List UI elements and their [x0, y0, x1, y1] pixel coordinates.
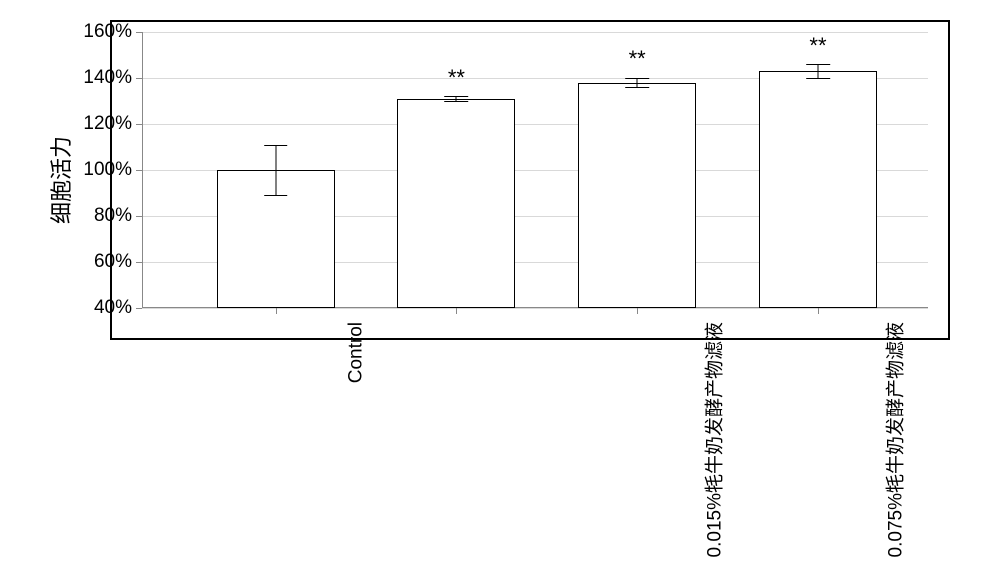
error-bar-cap: [806, 64, 830, 65]
bar: [759, 71, 877, 308]
y-tick-label: 80%: [94, 205, 132, 227]
chart-area: 40%60%80%100%120%140%160%******Control0.…: [110, 20, 950, 340]
y-tick-label: 40%: [94, 297, 132, 319]
error-bar-cap: [806, 78, 830, 79]
figure: 细胞活力 40% 60% 80% 100% 120% 140% 160% ** ** ** Cont…: [0, 0, 1000, 582]
x-tick-label: 0.015%牦牛奶发酵产物滤液: [700, 322, 727, 557]
y-tick-label: 120%: [83, 113, 132, 135]
x-tick-label: Control: [345, 322, 367, 383]
bars-layer: ** ** **: [142, 32, 928, 308]
plot-area: 40%60%80%100%120%140%160%******Control0.…: [142, 32, 928, 308]
y-axis-title: 细胞活力: [44, 136, 76, 224]
error-bar-cap: [625, 78, 649, 79]
significance-marker: **: [448, 65, 465, 91]
error-bar-stem: [637, 78, 638, 87]
significance-marker: **: [629, 46, 646, 72]
y-tick-label: 100%: [83, 159, 132, 181]
y-tick-label: 160%: [83, 21, 132, 43]
grid-line: [142, 308, 928, 309]
error-bar-cap: [625, 87, 649, 88]
error-bar-stem: [817, 64, 818, 78]
y-tick-label: 60%: [94, 251, 132, 273]
error-bar-cap: [264, 195, 288, 196]
error-bar-cap: [445, 96, 469, 97]
error-bar-cap: [445, 101, 469, 102]
x-tick: [818, 308, 819, 314]
bar: [397, 99, 515, 308]
error-bar-cap: [264, 145, 288, 146]
x-tick: [637, 308, 638, 314]
bar: [578, 83, 696, 308]
y-tick-label: 140%: [83, 67, 132, 89]
x-tick: [456, 308, 457, 314]
error-bar-stem: [275, 145, 276, 196]
y-tick: [136, 308, 142, 309]
x-tick: [276, 308, 277, 314]
significance-marker: **: [809, 33, 826, 59]
x-tick-label: 0.075%牦牛奶发酵产物滤液: [881, 322, 908, 557]
